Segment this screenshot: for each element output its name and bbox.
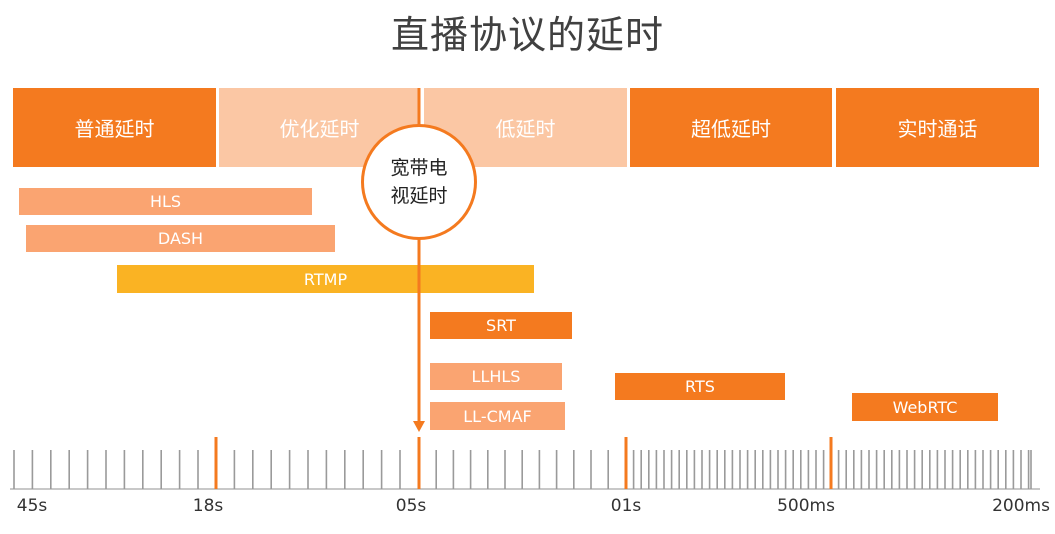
tick-label-200ms: 200ms: [992, 496, 1050, 516]
tick-label-05s: 05s: [395, 496, 427, 516]
protocol-label: RTS: [685, 377, 715, 396]
category-realtime-call: 实时通话: [836, 88, 1039, 167]
broadband-tv-marker: 宽带电 视延时: [361, 124, 477, 240]
category-label: 优化延时: [279, 117, 360, 141]
tick-label-01s: 01s: [610, 496, 642, 516]
protocol-rts: RTS: [615, 373, 785, 400]
tick-label-18s: 18s: [192, 496, 224, 516]
protocol-dash: DASH: [26, 225, 335, 252]
tick-label-500ms: 500ms: [777, 496, 835, 516]
protocol-srt: SRT: [430, 312, 572, 339]
protocol-label: SRT: [486, 316, 516, 335]
protocol-ll-cmaf: LL-CMAF: [430, 402, 565, 430]
diagram-title: 直播协议的延时: [390, 13, 664, 57]
tick-label-45s: 45s: [16, 496, 48, 516]
protocol-label: WebRTC: [892, 397, 958, 417]
protocol-rtmp: RTMP: [117, 265, 534, 293]
protocol-label: LL-CMAF: [463, 406, 532, 426]
marker-line2: 视延时: [390, 185, 448, 207]
ticks-group: [13, 437, 1032, 489]
protocol-label: DASH: [157, 229, 204, 248]
marker-text: 宽带电 视延时: [384, 154, 454, 210]
category-label: 普通延时: [74, 117, 155, 141]
protocol-label: LLHLS: [471, 367, 521, 386]
protocol-hls: HLS: [19, 188, 312, 215]
category-ultra-low-latency: 超低延时: [630, 88, 832, 167]
category-label: 低延时: [495, 117, 556, 141]
protocol-label: HLS: [149, 192, 182, 211]
category-label: 实时通话: [897, 117, 978, 141]
protocol-label: RTMP: [303, 269, 348, 289]
category-label: 超低延时: [691, 117, 771, 141]
protocol-llhls: LLHLS: [430, 363, 562, 390]
category-normal-latency: 普通延时: [13, 88, 216, 167]
protocol-webrtc: WebRTC: [852, 393, 998, 421]
marker-line1: 宽带电: [390, 157, 448, 179]
marker-arrowhead: [413, 421, 425, 432]
